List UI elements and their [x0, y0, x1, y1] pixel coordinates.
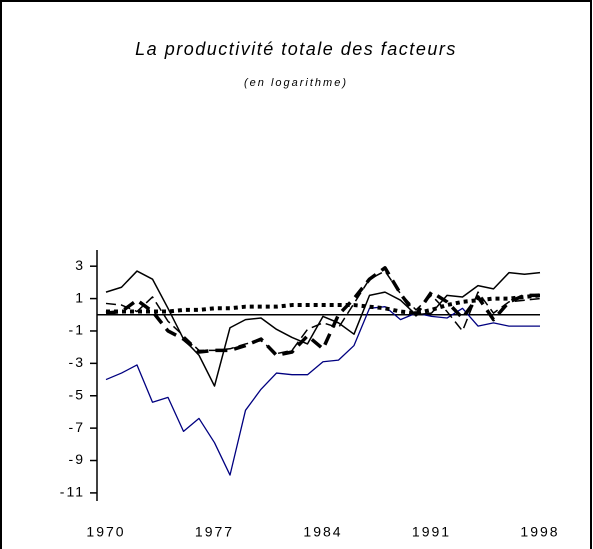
x-tick-label: 1970 — [86, 524, 125, 540]
x-tick-label: 1977 — [195, 524, 234, 540]
y-tick-label: -7 — [69, 419, 85, 435]
y-tick-label: -9 — [69, 451, 85, 467]
series-line — [105, 306, 540, 476]
y-tick-label: 1 — [75, 289, 85, 305]
y-tick-label: -1 — [69, 322, 85, 338]
series-line — [106, 293, 541, 316]
y-tick-label: 3 — [75, 257, 85, 273]
y-tick-label: -5 — [69, 386, 85, 402]
x-tick-label: 1984 — [303, 524, 342, 540]
y-tick-label: -11 — [60, 484, 85, 500]
y-tick-label: -3 — [69, 354, 85, 370]
chart-title: La productivité totale des facteurs — [135, 39, 457, 59]
series-line — [105, 266, 540, 358]
series-line — [105, 270, 541, 387]
x-tick-label: 1998 — [520, 524, 559, 540]
x-tick-label: 1991 — [412, 524, 451, 540]
chart-subtitle: (en logarithme) — [244, 77, 348, 89]
series-line — [105, 270, 541, 355]
